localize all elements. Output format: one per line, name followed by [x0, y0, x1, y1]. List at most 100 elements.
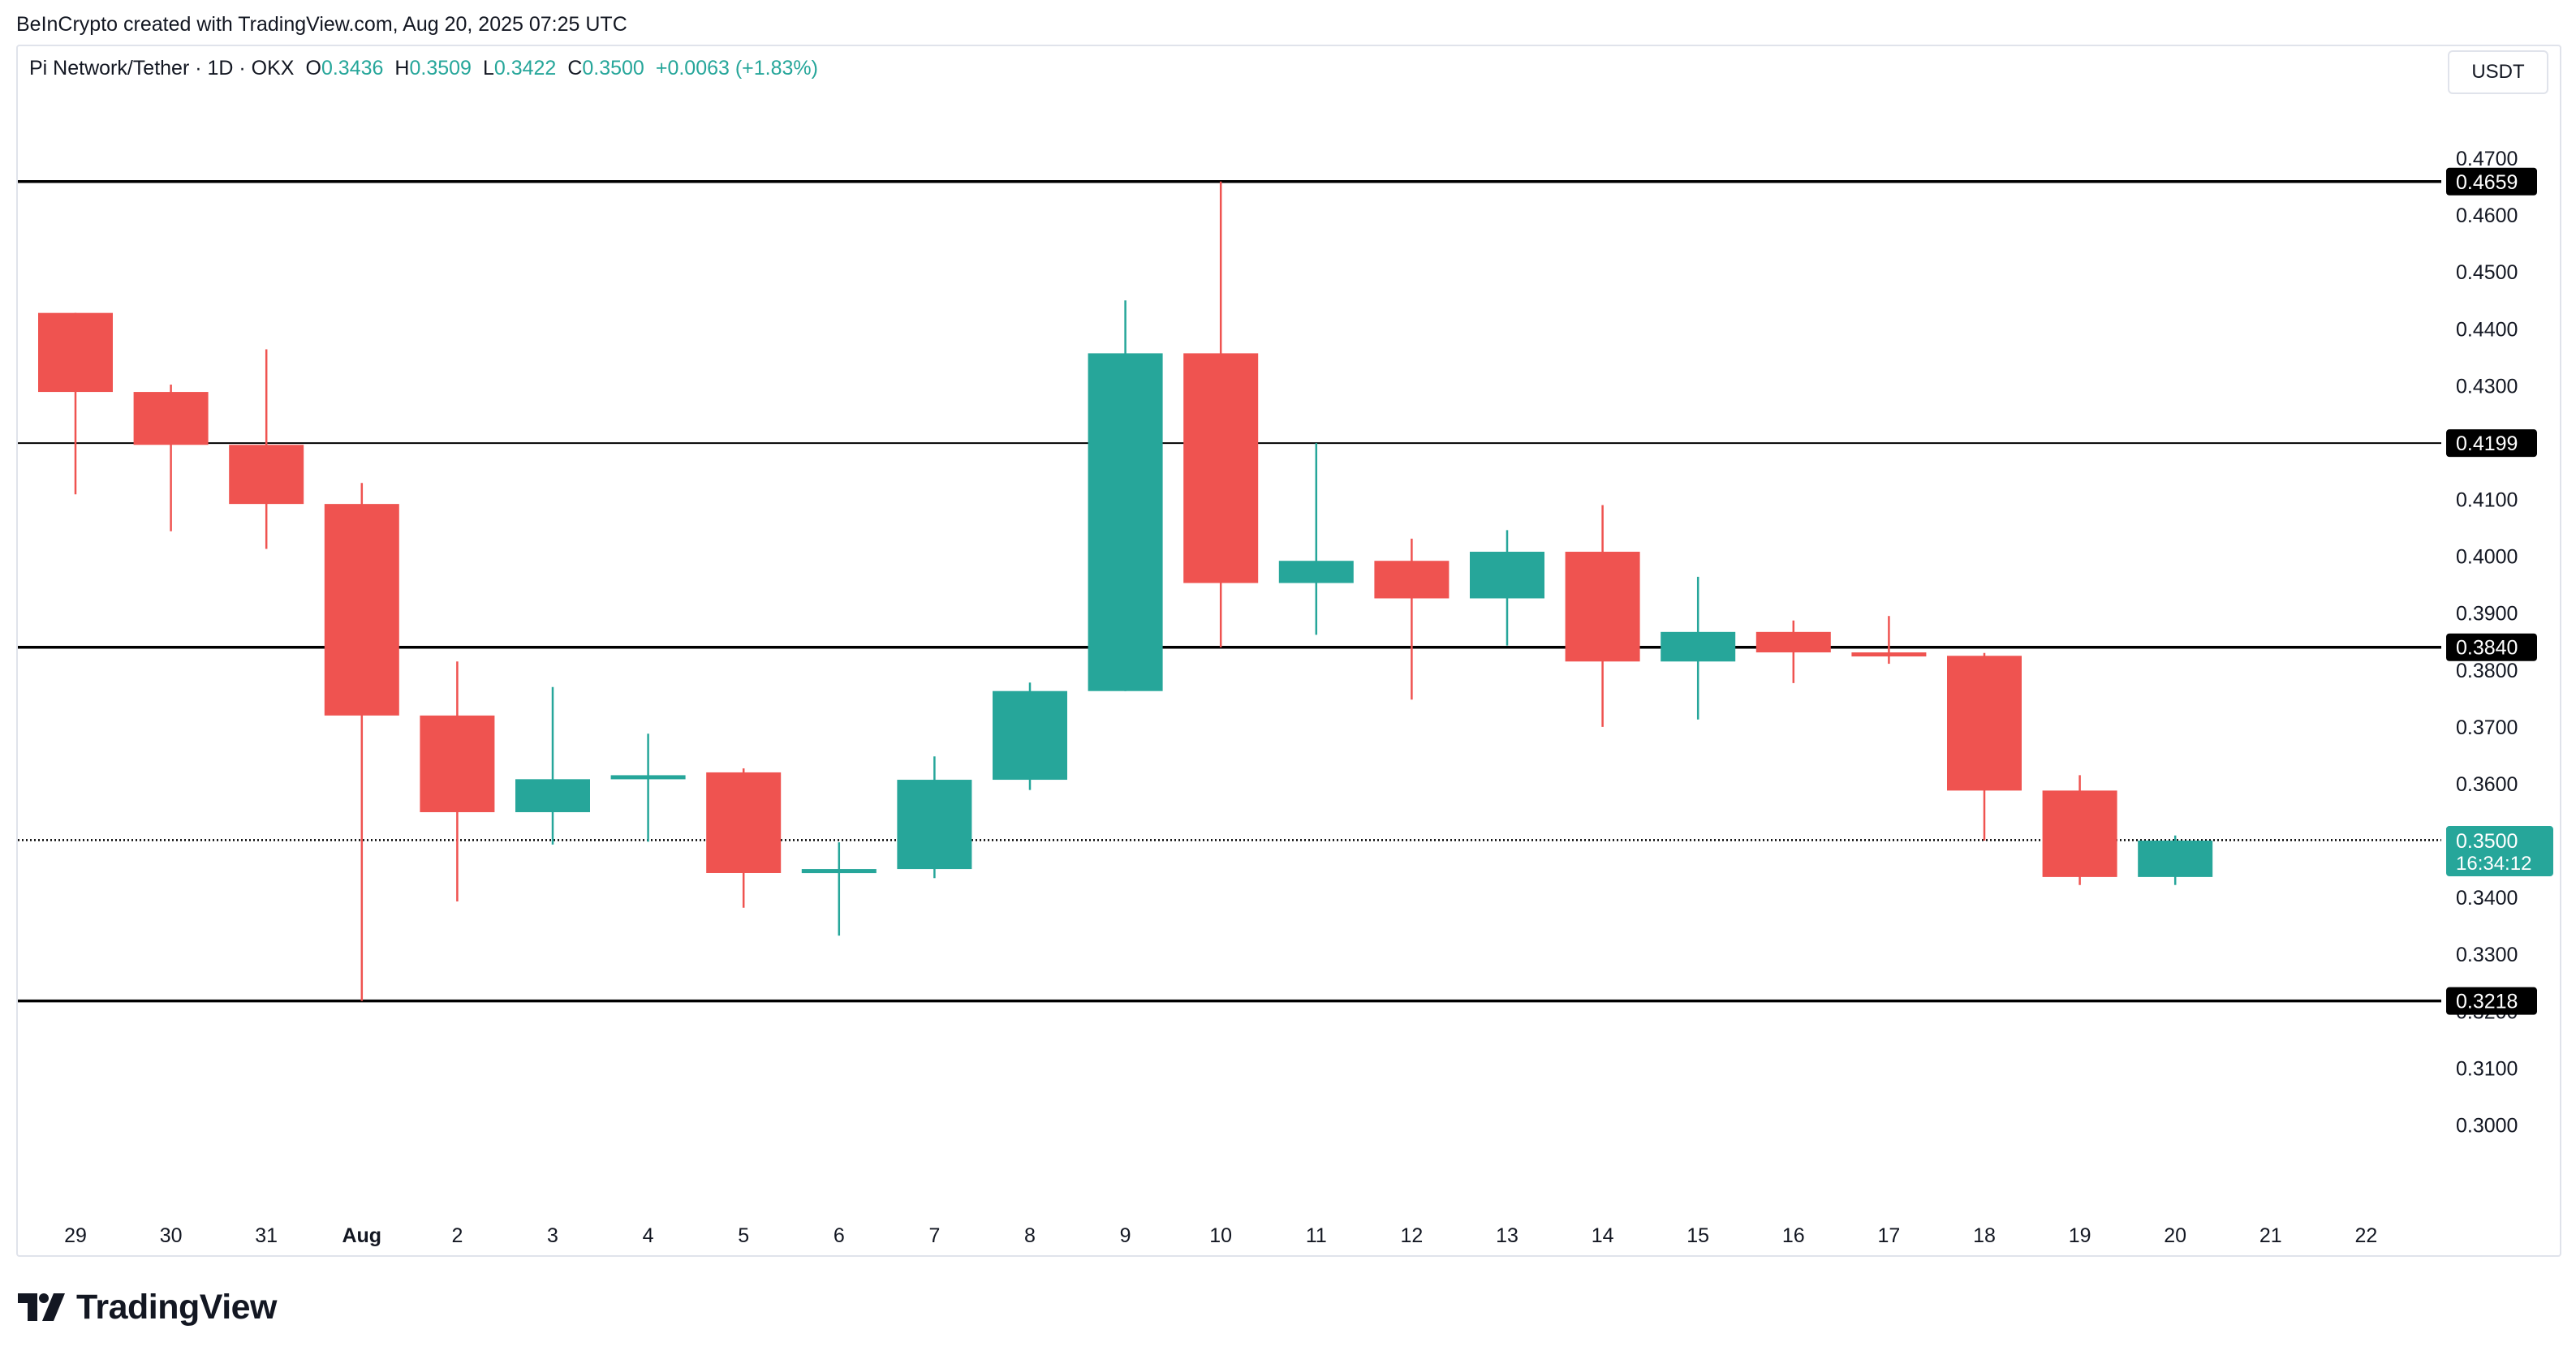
- y-tick-label: 0.3800: [2456, 660, 2518, 682]
- symbol-name[interactable]: Pi Network/Tether · 1D · OKX: [29, 57, 295, 80]
- x-tick-label: 6: [834, 1224, 845, 1247]
- candle-body: [1278, 561, 1354, 583]
- candle: [229, 349, 304, 549]
- candle: [1947, 652, 2022, 841]
- candle-body: [610, 775, 686, 780]
- level-price-badge: [2446, 633, 2537, 661]
- x-tick-label: 15: [1686, 1224, 1709, 1247]
- currency-selector[interactable]: USDT: [2448, 50, 2548, 94]
- candle: [1851, 616, 1927, 665]
- candle: [1374, 538, 1450, 700]
- x-tick-label: 3: [547, 1224, 558, 1247]
- level-price-badge: [2446, 987, 2537, 1015]
- y-tick-label: 0.3400: [2456, 887, 2518, 910]
- candle-body: [229, 445, 304, 505]
- y-tick-label: 0.4500: [2456, 261, 2518, 284]
- candle: [133, 384, 209, 531]
- candle-body: [1947, 656, 2022, 791]
- candlestick-chart[interactable]: 0.4700 0.4600 0.4500 0.4400 0.4300 0.4100 0.40…: [0, 0, 2576, 1258]
- candle-body: [706, 772, 782, 873]
- candle-body: [420, 715, 495, 812]
- candle-body: [1088, 353, 1163, 691]
- candle: [324, 483, 399, 1001]
- x-tick-label: 17: [1877, 1224, 1900, 1247]
- candle: [1088, 300, 1163, 691]
- candle-body: [897, 780, 972, 870]
- x-tick-label: 2: [451, 1224, 463, 1247]
- candle-body: [1374, 561, 1450, 599]
- x-tick-label: 9: [1120, 1224, 1131, 1247]
- x-tick-label: 18: [1973, 1224, 1996, 1247]
- price-labels: 0.46590.41990.38400.35010.32180.350016:3…: [2446, 167, 2553, 1015]
- candle: [38, 312, 113, 495]
- candle-body: [1755, 631, 1831, 653]
- x-tick-label: 21: [2259, 1224, 2282, 1247]
- brand-name: TradingView: [76, 1287, 278, 1327]
- y-tick-label: 0.4400: [2456, 318, 2518, 341]
- candle-body: [324, 504, 399, 716]
- y-tick-label: 0.4100: [2456, 489, 2518, 512]
- candle-body: [2138, 841, 2213, 877]
- candle-body: [1661, 631, 1736, 662]
- high-label: H: [394, 57, 410, 80]
- x-tick-label: 20: [2164, 1224, 2186, 1247]
- candle: [1278, 443, 1354, 635]
- candle: [515, 686, 590, 845]
- candle: [420, 661, 495, 902]
- symbol-legend: Pi Network/Tether · 1D · OKX O0.3436 H0.35…: [29, 57, 818, 80]
- last-price-badge: [2446, 826, 2553, 877]
- time-axis[interactable]: 29 30 31 Aug 2 3 4 5 6 7 8 9 10 11 12 13 14 15 16 17 18 19 20 2…: [64, 1224, 2377, 1247]
- candle-body: [515, 779, 590, 812]
- candle: [801, 842, 877, 936]
- candle: [610, 733, 686, 842]
- y-tick-label: 0.4000: [2456, 546, 2518, 569]
- y-tick-label: 0.3700: [2456, 716, 2518, 739]
- candle: [897, 756, 972, 879]
- candle-body: [38, 312, 113, 393]
- x-tick-label: Aug: [342, 1224, 381, 1247]
- x-tick-label: 5: [738, 1224, 749, 1247]
- tradingview-logo-icon: [18, 1293, 65, 1321]
- candle: [1661, 576, 1736, 720]
- x-tick-label: 13: [1496, 1224, 1518, 1247]
- level-price-label: 0.4199: [2456, 432, 2518, 455]
- candle: [993, 682, 1067, 790]
- y-tick-label: 0.3300: [2456, 944, 2518, 966]
- low-label: L: [482, 57, 494, 80]
- open-label: O: [305, 57, 321, 80]
- x-tick-label: 22: [2354, 1224, 2377, 1247]
- x-tick-label: 11: [1306, 1224, 1327, 1247]
- tradingview-brand[interactable]: TradingView: [18, 1287, 278, 1327]
- countdown-label: 16:34:12: [2456, 853, 2531, 875]
- candle: [706, 768, 782, 908]
- x-tick-label: 19: [2069, 1224, 2091, 1247]
- candle-body: [1565, 552, 1640, 662]
- x-tick-label: 29: [64, 1224, 87, 1247]
- candle: [2042, 775, 2117, 885]
- candle-body: [993, 690, 1067, 781]
- candle: [2138, 835, 2213, 885]
- change-value: +0.0063 (+1.83%): [655, 57, 818, 80]
- y-tick-label: 0.4300: [2456, 375, 2518, 398]
- candle: [1183, 181, 1259, 647]
- x-tick-label: 12: [1400, 1224, 1423, 1247]
- x-tick-label: 14: [1592, 1224, 1614, 1247]
- y-tick-label: 0.3900: [2456, 603, 2518, 626]
- x-tick-label: 10: [1209, 1224, 1232, 1247]
- x-tick-label: 8: [1024, 1224, 1036, 1247]
- candle-body: [1470, 552, 1544, 599]
- candle: [1755, 620, 1831, 683]
- level-price-label: 0.4659: [2456, 171, 2518, 194]
- candle-body: [133, 392, 209, 445]
- y-tick-label: 0.3100: [2456, 1057, 2518, 1080]
- price-axis[interactable]: 0.4700 0.4600 0.4500 0.4400 0.4300 0.4100 0.40…: [2456, 148, 2518, 1137]
- high-value: 0.3509: [409, 57, 472, 80]
- y-tick-label: 0.4700: [2456, 148, 2518, 170]
- level-price-badge: [2446, 429, 2537, 458]
- candle-body: [1851, 652, 1927, 657]
- x-tick-label: 16: [1782, 1224, 1805, 1247]
- level-price-badge: [2446, 167, 2537, 196]
- close-label: C: [567, 57, 583, 80]
- open-value: 0.3436: [321, 57, 384, 80]
- candle: [1470, 530, 1544, 646]
